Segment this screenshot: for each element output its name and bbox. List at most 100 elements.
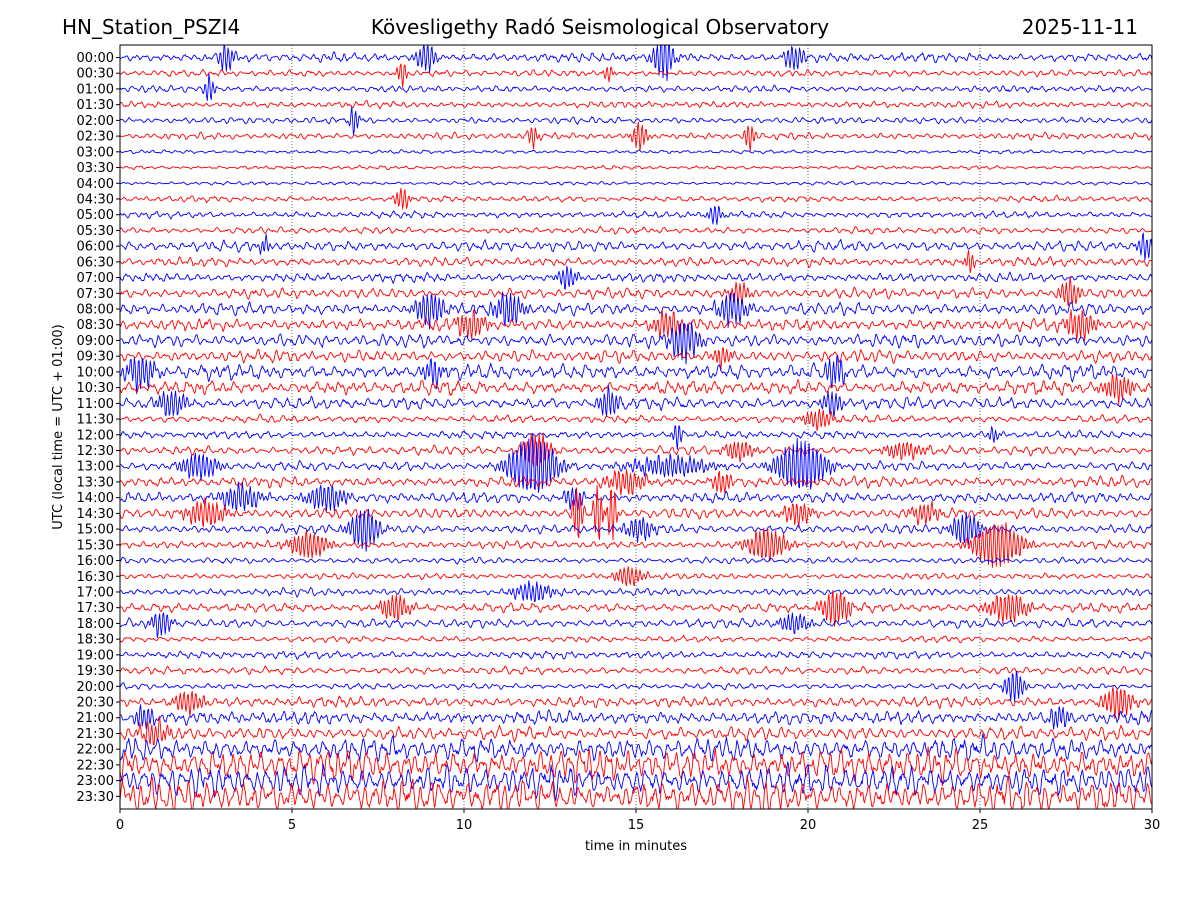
trace-row-1500 — [120, 508, 1152, 552]
grid-lines — [291, 45, 981, 809]
y-tick-label: 09:00 — [77, 334, 114, 349]
y-tick-label: 19:30 — [77, 664, 114, 679]
station-title: HN_Station_PSZI4 — [62, 15, 241, 39]
y-tick-label: 02:30 — [77, 130, 114, 145]
x-tick-label: 25 — [972, 818, 989, 833]
trace-row-0230 — [120, 121, 1152, 152]
trace-row-0130 — [120, 100, 1152, 110]
trace-row-0100 — [120, 73, 1152, 102]
trace-row-0530 — [120, 225, 1152, 235]
y-tick-label: 15:30 — [77, 538, 114, 553]
trace-row-1300 — [120, 433, 1152, 493]
trace-row-0830 — [120, 309, 1152, 342]
y-tick-label: 18:30 — [77, 633, 114, 648]
trace-row-0330 — [120, 164, 1152, 171]
trace-row-1830 — [120, 634, 1152, 644]
trace-row-0300 — [120, 149, 1152, 155]
y-tick-label: 20:00 — [77, 680, 114, 695]
y-tick-label: 08:30 — [77, 318, 114, 333]
x-tick-label: 10 — [456, 818, 473, 833]
y-tick-label: 21:00 — [77, 711, 114, 726]
y-tick-label: 10:00 — [77, 365, 114, 380]
x-tick-label: 0 — [116, 818, 124, 833]
trace-row-1000 — [120, 354, 1152, 395]
y-tick-label: 16:00 — [77, 554, 114, 569]
trace-row-1030 — [120, 373, 1152, 405]
y-tick-label: 05:30 — [77, 224, 114, 239]
trace-row-1230 — [120, 432, 1152, 467]
trace-row-1800 — [120, 612, 1152, 639]
trace-row-1530 — [120, 522, 1152, 568]
trace-row-2030 — [120, 686, 1152, 720]
y-tick-label: 17:30 — [77, 601, 114, 616]
y-tick-label: 09:30 — [77, 350, 114, 365]
y-tick-label: 03:30 — [77, 161, 114, 176]
trace-row-1100 — [120, 384, 1152, 418]
y-tick-label: 00:00 — [77, 51, 114, 66]
trace-row-1130 — [120, 408, 1152, 432]
trace-row-0700 — [120, 265, 1152, 290]
y-tick-label: 11:30 — [77, 413, 114, 428]
y-tick-label: 07:00 — [77, 271, 114, 286]
y-tick-label: 18:00 — [77, 617, 114, 632]
y-tick-label: 10:30 — [77, 381, 114, 396]
y-tick-label: 06:00 — [77, 240, 114, 255]
trace-row-1330 — [120, 468, 1152, 496]
y-tick-labels: 00:0000:3001:0001:3002:0002:3003:0003:30… — [77, 51, 120, 805]
y-tick-label: 21:30 — [77, 727, 114, 742]
trace-row-1630 — [120, 566, 1152, 587]
x-axis-label: time in minutes — [585, 839, 687, 854]
y-tick-label: 01:30 — [77, 98, 114, 113]
y-tick-label: 19:00 — [77, 648, 114, 663]
y-tick-label: 03:00 — [77, 145, 114, 160]
y-tick-label: 14:30 — [77, 507, 114, 522]
y-tick-label: 17:00 — [77, 585, 114, 600]
trace-row-0200 — [120, 106, 1152, 135]
trace-row-0030 — [120, 63, 1152, 88]
y-tick-label: 08:00 — [77, 303, 114, 318]
trace-row-0900 — [120, 321, 1152, 365]
observatory-title: Kövesligethy Radó Seismological Observat… — [370, 15, 830, 39]
y-tick-label: 23:00 — [77, 774, 114, 789]
y-tick-label: 07:30 — [77, 287, 114, 302]
y-tick-label: 20:30 — [77, 696, 114, 711]
trace-row-2000 — [120, 670, 1152, 703]
y-tick-label: 05:00 — [77, 208, 114, 223]
y-tick-label: 15:00 — [77, 523, 114, 538]
y-tick-label: 22:30 — [77, 758, 114, 773]
trace-row-0730 — [120, 275, 1152, 307]
trace-row-1600 — [120, 556, 1152, 565]
y-tick-label: 12:00 — [77, 428, 114, 443]
trace-row-2230 — [120, 746, 1152, 787]
x-ticks: 0 5 10 15 20 25 30 — [116, 809, 1160, 833]
y-axis-label: UTC (local time = UTC + 01:00) — [51, 324, 66, 529]
trace-row-1930 — [120, 665, 1152, 676]
y-tick-label: 01:00 — [77, 82, 114, 97]
y-tick-label: 13:30 — [77, 475, 114, 490]
y-tick-label: 23:30 — [77, 790, 114, 805]
trace-row-0800 — [120, 291, 1152, 330]
date-title: 2025-11-11 — [1021, 15, 1138, 39]
y-tick-label: 12:30 — [77, 444, 114, 459]
y-tick-label: 11:00 — [77, 397, 114, 412]
x-tick-label: 15 — [628, 818, 645, 833]
trace-row-0600 — [120, 232, 1152, 261]
trace-row-2200 — [120, 733, 1152, 763]
trace-row-0500 — [120, 205, 1152, 225]
y-tick-label: 14:00 — [77, 491, 114, 506]
trace-row-2330 — [120, 774, 1152, 809]
x-tick-label: 30 — [1144, 818, 1161, 833]
trace-row-2100 — [120, 704, 1152, 730]
trace-row-0000 — [120, 45, 1152, 82]
x-tick-label: 20 — [800, 818, 817, 833]
trace-row-1900 — [120, 650, 1152, 660]
trace-row-0930 — [120, 347, 1152, 371]
trace-row-1400 — [120, 481, 1152, 512]
trace-row-0400 — [120, 180, 1152, 186]
trace-row-1700 — [120, 580, 1152, 602]
y-tick-label: 04:00 — [77, 177, 114, 192]
traces — [120, 45, 1152, 809]
trace-row-0430 — [120, 187, 1152, 210]
y-tick-label: 00:30 — [77, 67, 114, 82]
